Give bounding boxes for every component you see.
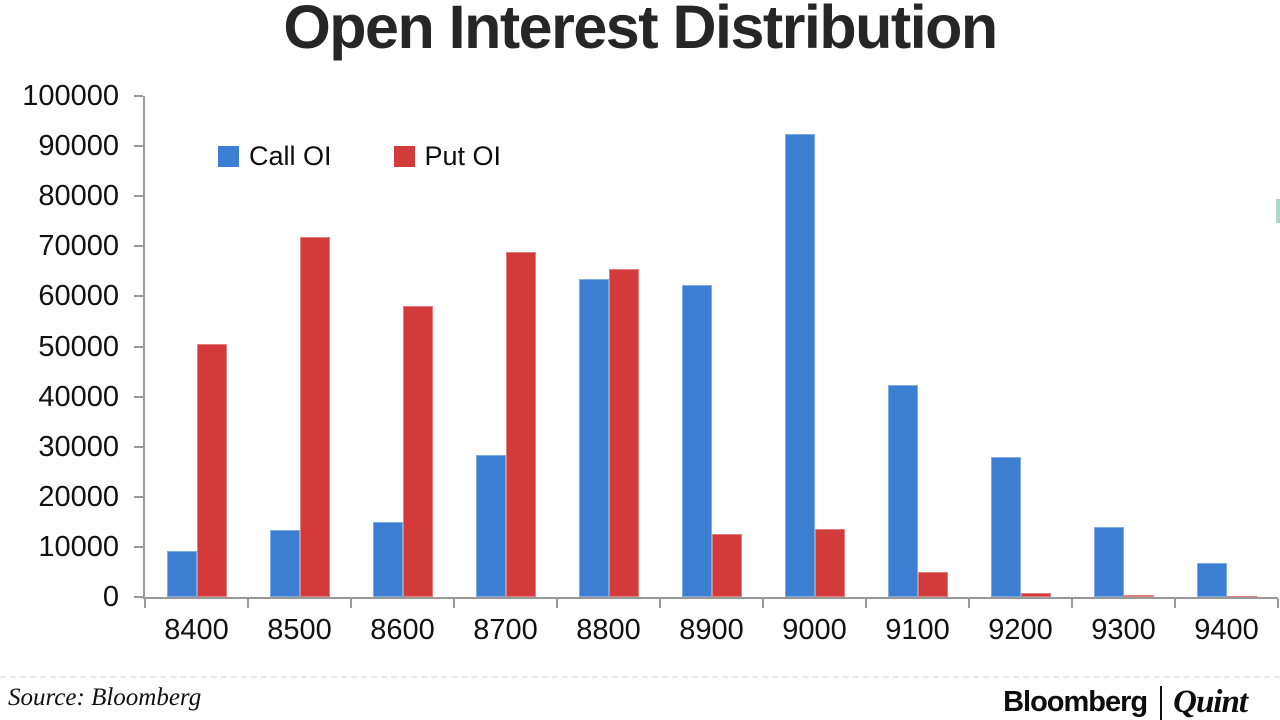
category-column (763, 96, 866, 597)
y-axis-tick (134, 395, 143, 398)
y-axis-tick-label: 100000 (22, 80, 119, 112)
put-oi-swatch-icon (393, 146, 415, 167)
legend-item-put-oi: Put OI (393, 141, 502, 172)
legend-label-call-oi: Call OI (249, 141, 332, 171)
category-column (660, 96, 763, 597)
right-edge-accent (1276, 199, 1280, 223)
call-oi-swatch-icon (218, 146, 239, 167)
category-column (454, 96, 557, 597)
x-axis-line (143, 597, 1278, 599)
category-column (557, 96, 660, 597)
category-column (1072, 96, 1175, 597)
x-axis-tick-label: 9000 (782, 614, 847, 646)
x-axis-tick (556, 599, 558, 608)
x-axis-tick-label: 9200 (988, 614, 1053, 646)
category-column (351, 96, 454, 597)
plot-columns (145, 96, 1278, 597)
y-axis-tick-label: 40000 (38, 380, 119, 413)
category-column (969, 96, 1072, 597)
y-axis-tick-label: 20000 (38, 480, 119, 513)
x-axis-tick-label: 9100 (885, 614, 950, 646)
x-axis-tick (247, 599, 249, 608)
y-axis-tick (134, 545, 143, 548)
y-axis-tick-label: 10000 (38, 530, 119, 563)
quint-wordmark: Quint (1173, 684, 1248, 720)
y-axis-tick-label: 90000 (38, 130, 119, 163)
y-axis-tick-label: 80000 (38, 180, 119, 213)
x-axis-tick (1174, 599, 1176, 608)
legend: Call OI Put OI (218, 141, 501, 172)
x-axis-tick-label: 8700 (473, 614, 538, 646)
y-axis-tick (134, 295, 143, 298)
y-axis-tick (134, 245, 143, 248)
x-axis-tick-label: 8800 (576, 614, 641, 646)
x-axis-tick (865, 599, 867, 608)
bloomberg-quint-logo: Bloomberg Quint (1003, 684, 1248, 720)
x-axis-labels: 8400 8500 8600 8700 8800 8900 9000 9100 9200 9300… (145, 614, 1278, 647)
category-column (1175, 96, 1278, 597)
footer-divider (0, 676, 1280, 678)
x-axis-tick (1071, 599, 1073, 608)
bar-put-oi-9300 (1123, 595, 1154, 597)
y-axis-tick-label: 50000 (38, 330, 119, 363)
x-axis-tick (144, 599, 146, 608)
x-axis-tick (453, 599, 455, 608)
x-axis-tick-label: 8500 (267, 614, 332, 646)
y-axis-tick (134, 195, 143, 198)
bar-put-oi-8700 (505, 251, 536, 597)
plot-area: 0 10000 20000 30000 40000 50000 60000 70000 8000… (22, 81, 1279, 612)
bar-put-oi-9000 (814, 528, 845, 597)
bar-call-oi-8600 (372, 522, 403, 597)
bar-call-oi-9200 (990, 457, 1021, 597)
y-axis-tick (134, 345, 143, 348)
bar-call-oi-8800 (578, 279, 609, 597)
bar-put-oi-8800 (608, 268, 639, 597)
bar-call-oi-9300 (1093, 527, 1124, 597)
bar-put-oi-8600 (402, 306, 433, 597)
y-axis-tick-label: 0 (102, 581, 119, 613)
x-axis-tick-label: 9300 (1091, 614, 1156, 646)
category-column (145, 96, 248, 597)
bar-put-oi-8400 (196, 344, 227, 597)
x-axis-tick-label: 8400 (164, 614, 229, 646)
category-column (866, 96, 969, 597)
x-axis-tick (659, 599, 661, 608)
bar-put-oi-9400 (1226, 595, 1257, 597)
bar-call-oi-9400 (1196, 563, 1227, 597)
y-axis-tick (134, 596, 143, 598)
source-credit: Source: Bloomberg (8, 684, 202, 711)
legend-item-call-oi: Call OI (218, 141, 332, 172)
x-axis-tick-label: 9400 (1194, 614, 1259, 646)
bar-call-oi-9100 (887, 384, 918, 597)
x-axis-tick (968, 599, 970, 608)
x-axis-tick-label: 8600 (370, 614, 435, 646)
bar-put-oi-8900 (711, 533, 742, 597)
y-axis-tick (134, 445, 143, 448)
bar-put-oi-8500 (299, 237, 330, 597)
bloomberg-wordmark: Bloomberg (1003, 686, 1148, 718)
bar-call-oi-8400 (166, 551, 197, 597)
x-axis-tick (350, 599, 352, 608)
y-axis-tick-label: 30000 (38, 430, 119, 463)
legend-label-put-oi: Put OI (424, 141, 502, 171)
y-axis-tick (134, 145, 143, 148)
bar-put-oi-9100 (917, 572, 948, 597)
logo-separator (1160, 685, 1163, 720)
bar-call-oi-8900 (681, 285, 712, 597)
y-axis-tick (134, 95, 143, 97)
category-column (248, 96, 351, 597)
x-axis-tick (1277, 599, 1279, 608)
bar-call-oi-9000 (784, 133, 815, 597)
x-axis-tick-label: 8900 (679, 614, 744, 646)
y-axis-tick (134, 495, 143, 498)
bar-put-oi-9200 (1020, 593, 1051, 597)
y-axis-tick-label: 60000 (38, 280, 119, 313)
y-axis-line (143, 96, 145, 599)
bar-call-oi-8700 (475, 454, 506, 597)
x-axis-tick (762, 599, 764, 608)
bar-call-oi-8500 (269, 529, 300, 597)
y-axis-tick-label: 70000 (38, 230, 119, 263)
chart-title: Open Interest Distribution (283, 0, 998, 61)
